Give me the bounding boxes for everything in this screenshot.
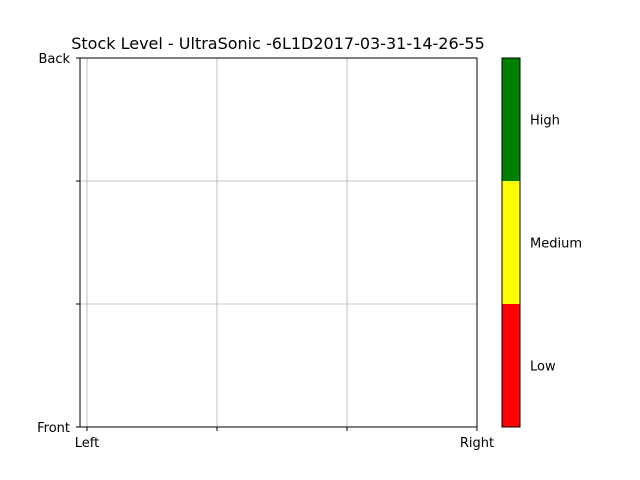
colorbar-frame bbox=[501, 57, 521, 428]
chart-title: Stock Level - UltraSonic -6L1D2017-03-31… bbox=[71, 34, 485, 53]
colorbar-segment-low bbox=[502, 304, 520, 427]
colorbar-label-high: High bbox=[530, 114, 560, 129]
y-tick-label: Back bbox=[38, 52, 70, 67]
plot-area: Left Right Front Back bbox=[37, 52, 494, 451]
colorbar-label-medium: Medium bbox=[530, 237, 582, 252]
colorbar-segment-medium bbox=[502, 181, 520, 304]
x-tick-label: Right bbox=[460, 436, 494, 451]
y-tick-label: Front bbox=[37, 421, 70, 436]
axes-frame bbox=[79, 57, 478, 428]
colorbar-label-low: Low bbox=[530, 360, 556, 375]
x-tick-label: Left bbox=[75, 436, 99, 451]
colorbar-segment-high bbox=[502, 58, 520, 181]
colorbar: Low Medium High bbox=[501, 57, 582, 428]
